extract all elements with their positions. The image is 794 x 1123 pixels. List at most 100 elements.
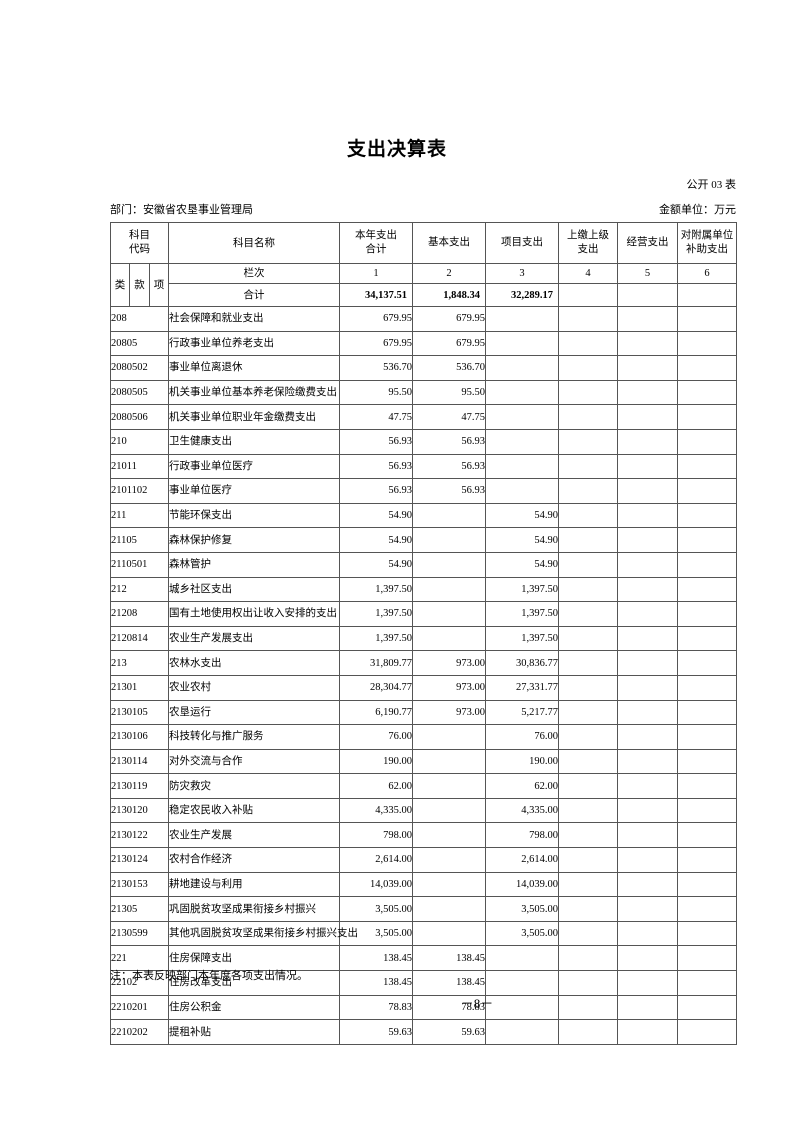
table-row: 21105 森林保护修复 54.90 54.90 [109, 527, 738, 553]
row-value-3 [485, 379, 560, 406]
row-value-5 [617, 650, 679, 676]
row-value-2 [412, 625, 487, 652]
row-value-6 [677, 478, 738, 504]
table-row: 211 节能环保支出 54.90 54.90 [109, 502, 738, 529]
row-value-2 [412, 871, 487, 898]
row-value-2 [412, 576, 487, 603]
row-subject-name: 事业单位医疗 [168, 478, 341, 504]
header-col-remit-to-superior: 上缴上级 支出 [558, 222, 619, 264]
table-row: 2080505 机关事业单位基本养老保险缴费支出 95.50 95.50 [109, 379, 738, 406]
row-subject-name: 农业生产发展 [168, 822, 341, 849]
row-value-5 [617, 379, 679, 406]
table-row: 2080506 机关事业单位职业年金缴费支出 47.75 47.75 [109, 404, 738, 430]
row-value-2: 59.63 [412, 1019, 487, 1045]
header-colnum-3: 3 [485, 263, 560, 284]
row-value-1: 4,335.00 [339, 797, 414, 824]
row-value-1: 190.00 [339, 748, 414, 775]
row-value-4 [558, 871, 619, 898]
row-value-6 [677, 330, 738, 357]
row-value-5 [617, 822, 679, 849]
row-subject-code: 2130122 [109, 822, 170, 849]
table-row: 213 农林水支出 31,809.77 973.00 30,836.77 [109, 650, 738, 676]
row-value-1: 56.93 [339, 478, 414, 504]
row-value-1: 6,190.77 [339, 699, 414, 726]
row-value-6 [677, 576, 738, 603]
row-value-5 [617, 724, 679, 750]
table-row: 21208 国有土地使用权出让收入安排的支出 1,397.50 1,397.50 [109, 601, 738, 627]
row-value-4 [558, 601, 619, 627]
row-subject-name: 城乡社区支出 [168, 576, 341, 603]
row-subject-code: 208 [109, 306, 170, 332]
row-subject-code: 21305 [109, 896, 170, 922]
table-row: 2080502 事业单位离退休 536.70 536.70 [109, 355, 738, 381]
row-value-6 [677, 970, 738, 996]
row-value-4 [558, 478, 619, 504]
table-row: 2130105 农垦运行 6,190.77 973.00 5,217.77 [109, 699, 738, 726]
row-value-3 [485, 330, 560, 357]
table-row: 208 社会保障和就业支出 679.95 679.95 [109, 306, 738, 332]
row-value-4 [558, 920, 619, 947]
row-value-6 [677, 527, 738, 553]
row-value-5 [617, 601, 679, 627]
row-value-6 [677, 674, 738, 701]
table-row: 22102 住房改革支出 138.45 138.45 [109, 970, 738, 996]
row-value-3 [485, 945, 560, 972]
row-subject-code: 2210202 [109, 1019, 170, 1045]
row-subject-code: 2130599 [109, 920, 170, 947]
row-value-4 [558, 527, 619, 553]
row-value-2: 973.00 [412, 650, 487, 676]
row-value-5 [617, 970, 679, 996]
row-value-4 [558, 502, 619, 529]
row-value-1: 62.00 [339, 773, 414, 799]
table-row: 2130599 其他巩固脱贫攻坚成果衔接乡村振兴支出 3,505.00 3,505.0… [109, 920, 738, 947]
header-sub-lei: 类 [110, 263, 130, 307]
row-value-3: 3,505.00 [485, 920, 560, 947]
table-row: 2130114 对外交流与合作 190.00 190.00 [109, 748, 738, 775]
row-subject-name: 社会保障和就业支出 [168, 306, 341, 332]
row-value-4 [558, 306, 619, 332]
row-value-4 [558, 970, 619, 996]
row-subject-code: 2130106 [109, 724, 170, 750]
table-row: 21301 农业农村 28,304.77 973.00 27,331.77 [109, 674, 738, 701]
row-value-5 [617, 527, 679, 553]
header-col-project-expenditure: 项目支出 [485, 222, 560, 264]
table-row: 2130153 耕地建设与利用 14,039.00 14,039.00 [109, 871, 738, 898]
row-value-3: 1,397.50 [485, 576, 560, 603]
row-value-3 [485, 428, 560, 455]
row-subject-name: 行政事业单位养老支出 [168, 330, 341, 357]
table-body: 208 社会保障和就业支出 679.95 679.95 20805 行政事业单位养老支出 6… [109, 306, 738, 1045]
table-row: 2130122 农业生产发展 798.00 798.00 [109, 822, 738, 849]
row-value-5 [617, 945, 679, 972]
row-value-4 [558, 355, 619, 381]
row-value-4 [558, 453, 619, 480]
row-value-6 [677, 601, 738, 627]
row-value-3: 62.00 [485, 773, 560, 799]
row-value-2: 138.45 [412, 945, 487, 972]
row-value-5 [617, 625, 679, 652]
row-value-5 [617, 920, 679, 947]
row-value-3 [485, 970, 560, 996]
row-value-3 [485, 453, 560, 480]
row-value-3: 76.00 [485, 724, 560, 750]
row-subject-code: 2080505 [109, 379, 170, 406]
row-value-4 [558, 576, 619, 603]
row-value-1: 31,809.77 [339, 650, 414, 676]
row-value-3: 2,614.00 [485, 847, 560, 873]
row-subject-name: 森林管护 [168, 551, 341, 578]
row-value-2: 56.93 [412, 453, 487, 480]
row-value-5 [617, 699, 679, 726]
row-value-5 [617, 797, 679, 824]
row-subject-name: 森林保护修复 [168, 527, 341, 553]
row-value-5 [617, 428, 679, 455]
table-row: 2130106 科技转化与推广服务 76.00 76.00 [109, 724, 738, 750]
total-value-6 [677, 283, 738, 307]
row-value-1: 95.50 [339, 379, 414, 406]
row-value-6 [677, 945, 738, 972]
header-col6-line1: 对附属单位 [680, 230, 734, 241]
row-value-5 [617, 453, 679, 480]
header-col-operating-expenditure: 经营支出 [617, 222, 679, 264]
row-subject-name: 农垦运行 [168, 699, 341, 726]
row-value-1: 56.93 [339, 428, 414, 455]
row-value-6 [677, 1019, 738, 1045]
total-value-4 [558, 283, 619, 307]
